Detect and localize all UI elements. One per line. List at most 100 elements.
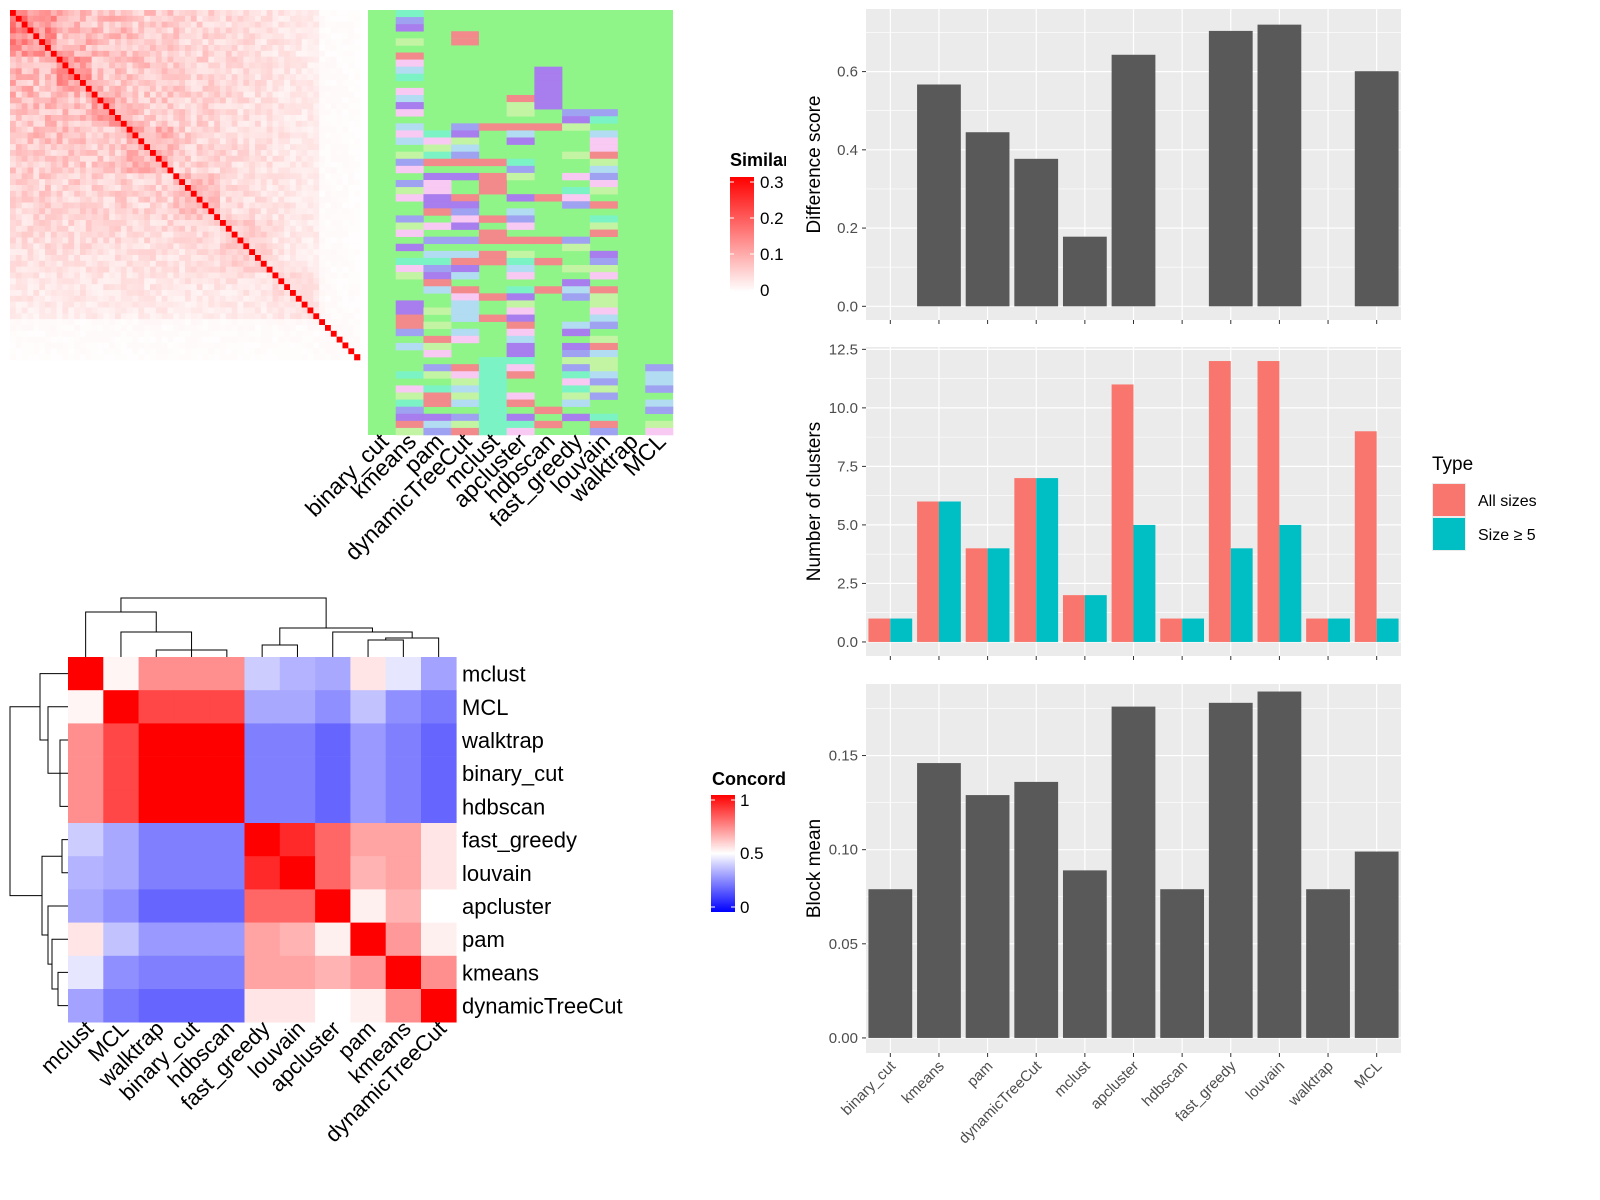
heat-cell	[260, 179, 267, 186]
heat-cell	[325, 56, 332, 63]
heat-cell	[354, 208, 361, 215]
heat-cell	[336, 80, 343, 87]
heat-cell	[115, 342, 122, 349]
heat-cell	[354, 354, 361, 361]
heat-cell	[39, 21, 46, 28]
heat-cell	[185, 115, 192, 122]
heat-cell	[301, 56, 308, 63]
heat-cell	[214, 173, 221, 180]
heat-cell	[167, 295, 174, 302]
heat-cell	[313, 325, 320, 332]
heat-cell	[290, 202, 297, 209]
heat-cell	[266, 167, 273, 174]
heat-cell	[155, 33, 162, 40]
heat-cell	[196, 260, 203, 267]
concordance-cell	[209, 955, 245, 990]
heat-cell	[185, 173, 192, 180]
heat-cell	[167, 202, 174, 209]
heat-cell	[173, 202, 180, 209]
heat-cell	[325, 138, 332, 145]
heat-cell	[325, 202, 332, 209]
similarity-heatmap	[10, 10, 361, 361]
heat-cell	[295, 231, 302, 238]
heat-cell	[126, 220, 133, 227]
heat-cell	[272, 97, 279, 104]
heat-cell	[348, 249, 355, 256]
legend-title: Type	[1432, 454, 1473, 475]
heat-cell	[115, 325, 122, 332]
heat-cell	[120, 144, 127, 151]
heat-cell	[237, 74, 244, 81]
cluster-cell	[562, 123, 591, 131]
heat-cell	[56, 132, 63, 139]
heat-cell	[272, 208, 279, 215]
legend-tick-label: 0.3	[760, 173, 784, 192]
heat-cell	[74, 27, 81, 34]
heat-cell	[85, 33, 92, 40]
heat-cell	[313, 354, 320, 361]
heat-cell	[21, 313, 28, 320]
heat-cell	[266, 313, 273, 320]
heat-cell	[39, 39, 46, 46]
cluster-cell	[478, 427, 507, 436]
heat-cell	[97, 144, 104, 151]
heat-cell	[68, 144, 75, 151]
heat-cell	[225, 255, 232, 262]
heat-cell	[301, 15, 308, 22]
heat-cell	[120, 295, 127, 302]
heat-cell	[196, 342, 203, 349]
heat-cell	[348, 202, 355, 209]
heat-cell	[260, 208, 267, 215]
heat-cell	[150, 202, 157, 209]
heat-cell	[225, 225, 232, 232]
heat-cell	[97, 109, 104, 116]
heat-cell	[336, 185, 343, 192]
heat-cell	[132, 243, 139, 250]
concordance-cell	[385, 657, 422, 691]
heat-cell	[348, 138, 355, 145]
concordance-cell	[315, 889, 351, 923]
heat-cell	[144, 214, 151, 221]
heat-cell	[342, 126, 349, 133]
heat-cell	[330, 39, 337, 46]
heat-cell	[190, 319, 197, 326]
heat-cell	[161, 126, 168, 133]
heat-cell	[301, 225, 308, 232]
heat-cell	[202, 10, 209, 17]
heat-cell	[115, 196, 122, 203]
heat-cell	[91, 74, 98, 81]
concordance-cell	[173, 723, 210, 757]
heat-cell	[284, 260, 291, 267]
heat-cell	[85, 208, 92, 215]
heat-cell	[278, 260, 285, 267]
heat-cell	[91, 91, 98, 98]
heat-cell	[120, 80, 127, 87]
heat-cell	[319, 91, 326, 98]
heat-cell	[249, 225, 256, 232]
heat-cell	[10, 190, 17, 197]
heat-cell	[272, 161, 279, 168]
heat-cell	[290, 97, 297, 104]
heat-cell	[260, 313, 267, 320]
heat-cell	[39, 336, 46, 343]
heat-cell	[330, 15, 337, 22]
heat-cell	[260, 202, 267, 209]
heat-cell	[155, 150, 162, 157]
cluster-cell	[395, 187, 424, 195]
heat-cell	[313, 214, 320, 221]
concordance-cell	[279, 657, 316, 691]
heat-cell	[266, 237, 273, 244]
heat-cell	[284, 231, 291, 238]
heat-cell	[10, 319, 17, 326]
heat-cell	[62, 208, 69, 215]
heat-cell	[97, 255, 104, 262]
heat-cell	[15, 185, 22, 192]
heat-cell	[249, 348, 256, 355]
heat-cell	[155, 354, 162, 361]
heat-cell	[39, 301, 46, 308]
concordance-cell	[138, 657, 175, 691]
heat-cell	[179, 27, 186, 34]
heat-cell	[196, 278, 203, 285]
concordance-cell	[103, 723, 139, 757]
heat-cell	[243, 214, 250, 221]
